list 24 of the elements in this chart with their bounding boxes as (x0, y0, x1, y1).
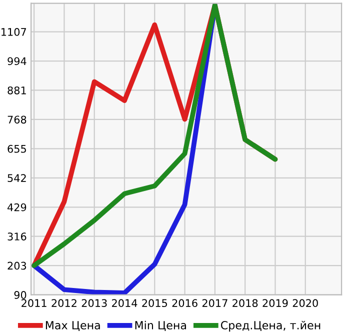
x-tick-label: 2012 (52, 299, 76, 308)
x-tick-label: 2020 (292, 299, 318, 308)
line-series (32, 3, 278, 268)
x-tick-label: 2018 (232, 299, 258, 308)
y-tick-label: 429 (8, 203, 26, 212)
x-tick-label: 2015 (142, 299, 167, 308)
x-tick-label: 2016 (172, 299, 198, 308)
y-tick-label: 994 (8, 57, 26, 66)
y-tick-label: 768 (8, 116, 26, 124)
x-tick-label: 2017 (202, 299, 228, 308)
x-tick-label: 2019 (262, 299, 288, 308)
y-tick-label: 881 (8, 86, 26, 94)
y-tick-label: 316 (8, 232, 26, 240)
y-tick-label: 542 (8, 174, 26, 182)
y-tick-label: 655 (8, 144, 26, 153)
legend-label: Max Цена (46, 321, 100, 332)
x-tick-label: 2013 (82, 299, 107, 308)
y-tick-label: 203 (8, 262, 26, 270)
y-tick-label: 90 (14, 291, 26, 299)
y-tick-label: 1107 (2, 28, 26, 36)
x-tick-label: 2014 (112, 299, 138, 308)
legend-label: Сред.Цена, т.йен (220, 320, 320, 332)
x-tick-label: 2011 (22, 299, 46, 308)
legend-label: Min Цена (135, 320, 186, 332)
